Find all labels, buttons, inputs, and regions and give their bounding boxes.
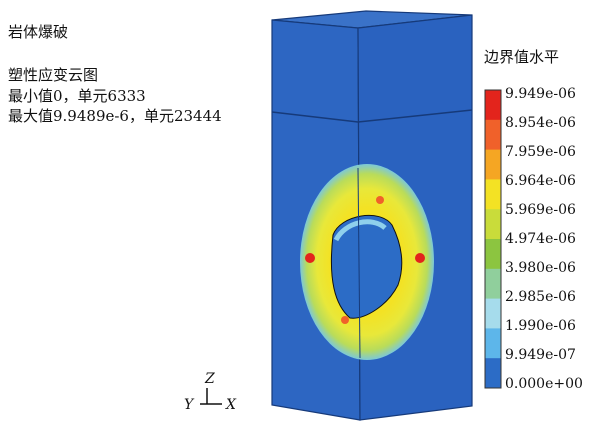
legend-label: 9.949e-06: [505, 86, 576, 102]
color-swatch: [485, 90, 501, 120]
legend-label: 6.964e-06: [505, 173, 576, 189]
color-swatch: [485, 239, 501, 269]
color-swatch: [485, 209, 501, 239]
axis-triad: Z Y X: [184, 371, 237, 413]
min-info: 最小值0，单元6333: [8, 87, 146, 105]
axis-z: Z: [204, 371, 215, 387]
color-swatch: [485, 150, 501, 180]
legend: 9.949e-06 8.954e-06 7.959e-06 6.964e-06 5.96…: [485, 86, 583, 392]
axis-y: Y: [184, 397, 195, 413]
legend-label: 8.954e-06: [505, 115, 576, 131]
legend-label: 1.990e-06: [505, 318, 576, 334]
legend-label: 0.000e+00: [505, 376, 583, 392]
screen: 岩体爆破 塑性应变云图 最小值0，单元6333 最大值9.9489e-6，单元2…: [0, 0, 593, 424]
color-swatch: [485, 269, 501, 299]
color-swatch: [485, 179, 501, 209]
legend-label: 7.959e-06: [505, 144, 576, 160]
color-swatch: [485, 328, 501, 358]
max-info: 最大值9.9489e-6，单元23444: [8, 107, 222, 125]
legend-label: 3.980e-06: [505, 260, 576, 276]
legend-label: 9.949e-07: [505, 347, 576, 363]
color-swatch: [485, 358, 501, 388]
title: 岩体爆破: [8, 23, 68, 41]
axis-x: X: [225, 397, 237, 413]
color-swatch: [485, 120, 501, 150]
legend-label: 2.985e-06: [505, 289, 576, 305]
legend-label: 4.974e-06: [505, 231, 576, 247]
legend-title: 边界值水平: [484, 48, 559, 66]
model: [272, 11, 472, 420]
legend-label: 5.969e-06: [505, 202, 576, 218]
color-swatch: [485, 299, 501, 329]
subtitle: 塑性应变云图: [8, 66, 98, 84]
